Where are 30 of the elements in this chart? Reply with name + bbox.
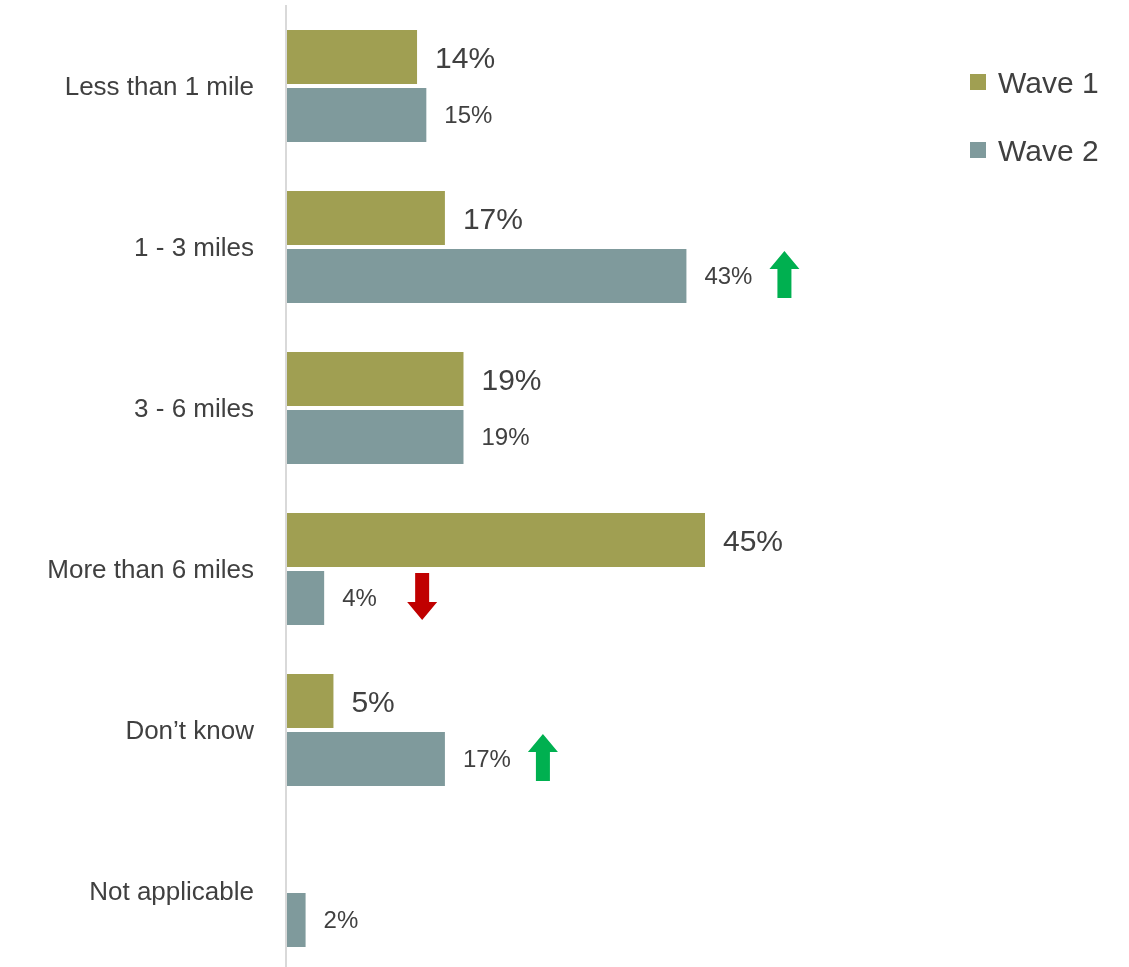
legend-label: Wave 2 bbox=[998, 133, 1099, 167]
bar bbox=[287, 352, 464, 406]
y-tick-label: Not applicable bbox=[89, 876, 254, 907]
data-label: 43% bbox=[704, 262, 753, 290]
y-tick-label: More than 6 miles bbox=[47, 554, 254, 585]
bar bbox=[287, 410, 464, 464]
data-label: 14% bbox=[435, 40, 496, 74]
bar bbox=[287, 732, 445, 786]
bar bbox=[287, 571, 325, 625]
legend-label: Wave 1 bbox=[998, 65, 1099, 99]
data-label: 4% bbox=[342, 584, 377, 612]
data-label: 17% bbox=[462, 201, 523, 235]
bar bbox=[287, 191, 445, 245]
y-tick-label: Don’t know bbox=[125, 715, 255, 746]
data-label: 45% bbox=[723, 523, 784, 557]
data-label: 2% bbox=[323, 906, 359, 934]
bar bbox=[287, 249, 687, 303]
bar bbox=[287, 88, 427, 142]
bar bbox=[287, 893, 306, 947]
y-tick-label: 3 - 6 miles bbox=[134, 393, 254, 424]
data-label: 17% bbox=[462, 745, 511, 773]
data-label: 15% bbox=[444, 101, 493, 129]
bar bbox=[287, 30, 418, 84]
data-label: 5% bbox=[351, 684, 395, 718]
y-tick-label: Less than 1 mile bbox=[64, 71, 254, 102]
y-tick-label: 1 - 3 miles bbox=[134, 232, 254, 263]
bar bbox=[287, 513, 705, 567]
data-label: 19% bbox=[481, 362, 542, 396]
bar bbox=[287, 674, 334, 728]
data-label: 19% bbox=[481, 423, 530, 451]
